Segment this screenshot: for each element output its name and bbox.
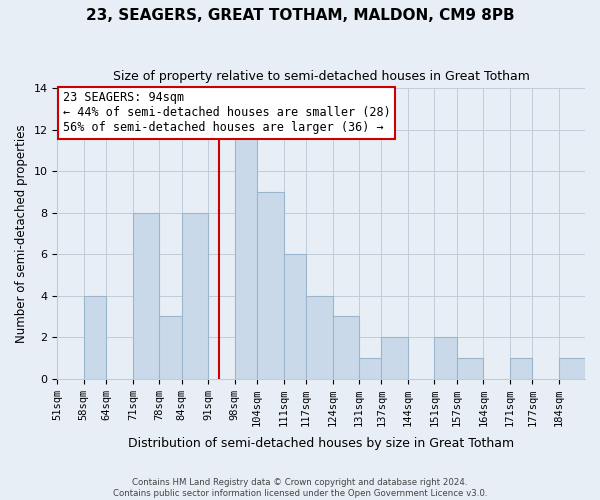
- Title: Size of property relative to semi-detached houses in Great Totham: Size of property relative to semi-detach…: [113, 70, 530, 83]
- Bar: [235, 130, 257, 378]
- Bar: [509, 358, 532, 378]
- Bar: [457, 358, 483, 378]
- Bar: [359, 358, 382, 378]
- Text: 23, SEAGERS, GREAT TOTHAM, MALDON, CM9 8PB: 23, SEAGERS, GREAT TOTHAM, MALDON, CM9 8…: [86, 8, 514, 22]
- Bar: [284, 254, 306, 378]
- Bar: [434, 337, 457, 378]
- Bar: [133, 213, 159, 378]
- Bar: [159, 316, 182, 378]
- Text: 23 SEAGERS: 94sqm
← 44% of semi-detached houses are smaller (28)
56% of semi-det: 23 SEAGERS: 94sqm ← 44% of semi-detached…: [62, 91, 391, 134]
- X-axis label: Distribution of semi-detached houses by size in Great Totham: Distribution of semi-detached houses by …: [128, 437, 514, 450]
- Y-axis label: Number of semi-detached properties: Number of semi-detached properties: [15, 124, 28, 343]
- Bar: [182, 213, 208, 378]
- Bar: [382, 337, 408, 378]
- Bar: [84, 296, 106, 378]
- Bar: [559, 358, 585, 378]
- Text: Contains HM Land Registry data © Crown copyright and database right 2024.
Contai: Contains HM Land Registry data © Crown c…: [113, 478, 487, 498]
- Bar: [332, 316, 359, 378]
- Bar: [257, 192, 284, 378]
- Bar: [306, 296, 332, 378]
